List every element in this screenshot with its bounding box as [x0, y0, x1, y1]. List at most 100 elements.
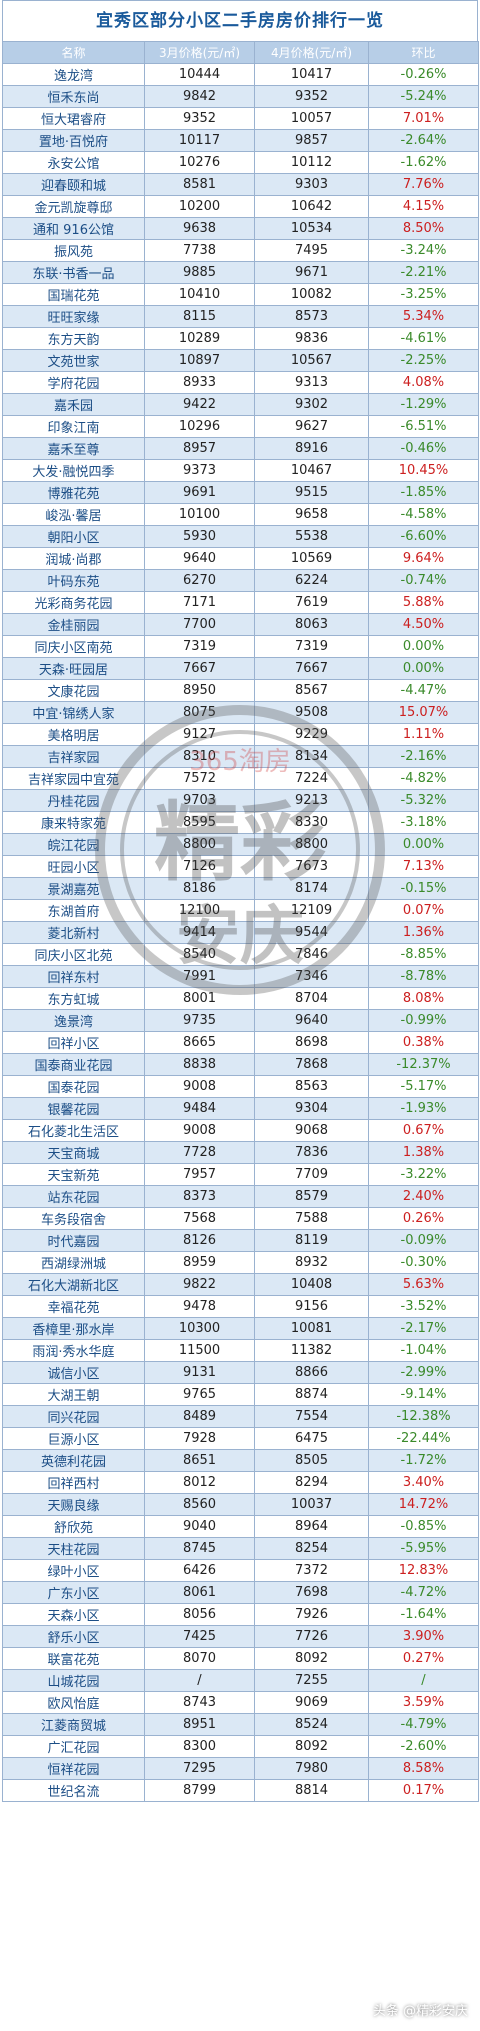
community-name: 绿叶小区	[2, 1559, 145, 1582]
table-row: 巨源小区 7928 6475 -22.44%	[2, 1427, 479, 1450]
month-change: -12.37%	[368, 1053, 479, 1076]
table-row: 景湖嘉苑 8186 8174 -0.15%	[2, 877, 479, 900]
month-change: 9.64%	[368, 547, 479, 570]
community-name: 香樟里·那水岸	[2, 1317, 145, 1340]
month-change: -0.46%	[368, 437, 479, 460]
community-name: 回祥东村	[2, 965, 145, 988]
month-change: -3.52%	[368, 1295, 479, 1318]
april-price: 7255	[254, 1669, 369, 1692]
march-price: 8560	[144, 1493, 255, 1516]
month-change: -12.38%	[368, 1405, 479, 1428]
community-name: 景湖嘉苑	[2, 877, 145, 900]
month-change: -5.17%	[368, 1075, 479, 1098]
table-row: 舒欣苑 9040 8964 -0.85%	[2, 1515, 479, 1538]
month-change: -2.17%	[368, 1317, 479, 1340]
community-name: 英德利花园	[2, 1449, 145, 1472]
march-price: 7126	[144, 855, 255, 878]
community-name: 旺园小区	[2, 855, 145, 878]
community-name: 东方虹城	[2, 987, 145, 1010]
month-change: 8.58%	[368, 1757, 479, 1780]
month-change: 0.00%	[368, 833, 479, 856]
march-price: 8950	[144, 679, 255, 702]
april-price: 8092	[254, 1735, 369, 1758]
table-row: 峻泓·馨居 10100 9658 -4.58%	[2, 503, 479, 526]
march-price: 7171	[144, 591, 255, 614]
table-row: 嘉禾园 9422 9302 -1.29%	[2, 393, 479, 416]
april-price: 7709	[254, 1163, 369, 1186]
table-row: 银馨花园 9484 9304 -1.93%	[2, 1097, 479, 1120]
month-change: 4.50%	[368, 613, 479, 636]
april-price: 10642	[254, 195, 369, 218]
march-price: 9422	[144, 393, 255, 416]
march-price: 8959	[144, 1251, 255, 1274]
march-price: 9040	[144, 1515, 255, 1538]
price-table: 名称 3月价格(元/㎡) 4月价格(元/㎡) 环比 逸龙湾 10444 10417-…	[2, 41, 479, 1802]
april-price: 7224	[254, 767, 369, 790]
month-change: -0.30%	[368, 1251, 479, 1274]
header-change: 环比	[368, 41, 479, 64]
month-change: -3.24%	[368, 239, 479, 262]
table-row: 时代嘉园 8126 8119 -0.09%	[2, 1229, 479, 1252]
april-price: 10534	[254, 217, 369, 240]
community-name: 中宜·锦绣人家	[2, 701, 145, 724]
table-row: 印象江南 10296 9627 -6.51%	[2, 415, 479, 438]
community-name: 同兴花园	[2, 1405, 145, 1428]
table-row: 恒大珺睿府 9352 10057 7.01%	[2, 107, 479, 130]
community-name: 学府花园	[2, 371, 145, 394]
community-name: 润城·尚郡	[2, 547, 145, 570]
april-price: 9213	[254, 789, 369, 812]
april-price: 6224	[254, 569, 369, 592]
march-price: 8061	[144, 1581, 255, 1604]
table-row: 文苑世家 10897 10567 -2.25%	[2, 349, 479, 372]
april-price: 9515	[254, 481, 369, 504]
month-change: 0.67%	[368, 1119, 479, 1142]
april-price: 8567	[254, 679, 369, 702]
community-name: 舒欣苑	[2, 1515, 145, 1538]
month-change: 3.59%	[368, 1691, 479, 1714]
table-row: 嘉禾至尊 8957 8916 -0.46%	[2, 437, 479, 460]
april-price: 9156	[254, 1295, 369, 1318]
month-change: -0.85%	[368, 1515, 479, 1538]
march-price: 5930	[144, 525, 255, 548]
march-price: 7425	[144, 1625, 255, 1648]
table-row: 恒禾东尚 9842 9352 -5.24%	[2, 85, 479, 108]
community-name: 银馨花园	[2, 1097, 145, 1120]
table-row: 舒乐小区 7425 7726 3.90%	[2, 1625, 479, 1648]
april-price: 8800	[254, 833, 369, 856]
table-row: 石化菱北生活区 9008 9068 0.67%	[2, 1119, 479, 1142]
month-change: -8.78%	[368, 965, 479, 988]
march-price: 8489	[144, 1405, 255, 1428]
table-row: 同庆小区南苑 7319 7319 0.00%	[2, 635, 479, 658]
table-row: 朝阳小区 5930 5538 -6.60%	[2, 525, 479, 548]
march-price: 10897	[144, 349, 255, 372]
month-change: -8.85%	[368, 943, 479, 966]
table-row: 光彩商务花园 7171 7619 5.88%	[2, 591, 479, 614]
month-change: 3.90%	[368, 1625, 479, 1648]
community-name: 印象江南	[2, 415, 145, 438]
table-row: 逸龙湾 10444 10417 -0.26%	[2, 63, 479, 86]
month-change: -0.74%	[368, 569, 479, 592]
table-row: 西湖绿洲城 8959 8932 -0.30%	[2, 1251, 479, 1274]
community-name: 天宝新苑	[2, 1163, 145, 1186]
april-price: 8524	[254, 1713, 369, 1736]
march-price: 10276	[144, 151, 255, 174]
month-change: 14.72%	[368, 1493, 479, 1516]
month-change: -5.32%	[368, 789, 479, 812]
march-price: 6426	[144, 1559, 255, 1582]
community-name: 康来特家苑	[2, 811, 145, 834]
table-row: 同兴花园 8489 7554 -12.38%	[2, 1405, 479, 1428]
table-row: 美格明居 9127 9229 1.11%	[2, 723, 479, 746]
month-change: -4.82%	[368, 767, 479, 790]
april-price: 7346	[254, 965, 369, 988]
table-row: 文康花园 8950 8567 -4.47%	[2, 679, 479, 702]
april-price: 8505	[254, 1449, 369, 1472]
march-price: 10444	[144, 63, 255, 86]
april-price: 8866	[254, 1361, 369, 1384]
april-price: 10408	[254, 1273, 369, 1296]
community-name: 石化菱北生活区	[2, 1119, 145, 1142]
table-row: 天柱花园 8745 8254 -5.95%	[2, 1537, 479, 1560]
table-row: 雨润·秀水华庭 11500 11382 -1.04%	[2, 1339, 479, 1362]
table-row: 旺园小区 7126 7673 7.13%	[2, 855, 479, 878]
community-name: 天森小区	[2, 1603, 145, 1626]
community-name: 江菱商贸城	[2, 1713, 145, 1736]
